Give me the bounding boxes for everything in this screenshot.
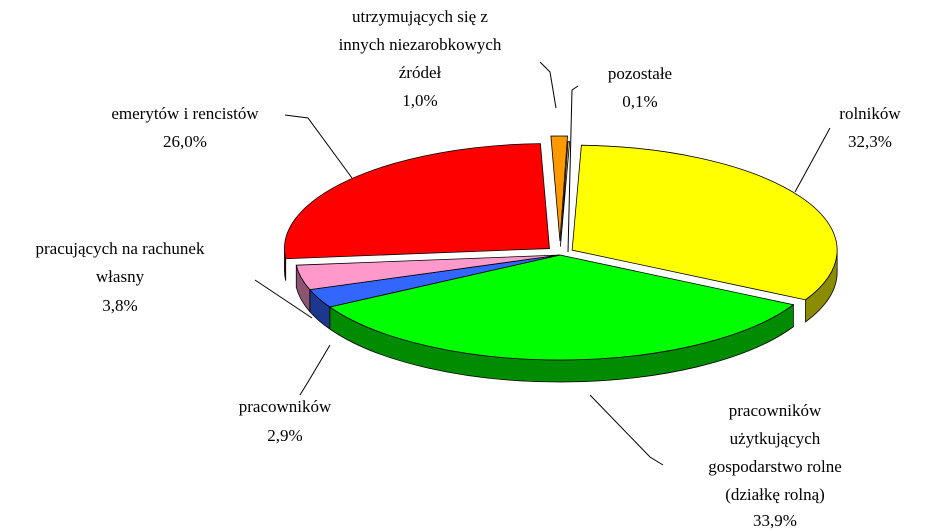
value-label: 33,9% [753,511,797,530]
leader-line [567,85,579,253]
value-label: 0,1% [622,92,657,111]
slice-label: rolników [839,104,901,123]
slice-label: pracowników [239,397,332,416]
leader-line [794,127,831,193]
slice-label: pozostałe [608,64,672,83]
leader-line [254,279,313,319]
slice-tops [284,135,838,361]
leader-line [539,61,557,109]
slice [328,254,795,361]
value-label: 2,9% [267,426,302,445]
leader-line [589,394,664,466]
slice [284,143,550,260]
leader-line [299,344,331,396]
slice-label: pracujących na rachunek własny [36,239,205,286]
slice-label: emerytów i rencistów [111,104,259,123]
slice [571,144,838,301]
slice [559,141,571,247]
value-label: 1,0% [402,91,437,110]
slice-label: pracowników użytkujących gospodarstwo roln… [708,401,842,504]
value-label: 26,0% [163,132,207,151]
slice [295,254,561,291]
value-label: 32,3% [848,132,892,151]
slice-label: utrzymujących się z innych niezarobkowych… [339,7,502,82]
value-label: 3,8% [102,296,137,315]
leader-line [284,114,353,179]
slice [550,135,568,242]
